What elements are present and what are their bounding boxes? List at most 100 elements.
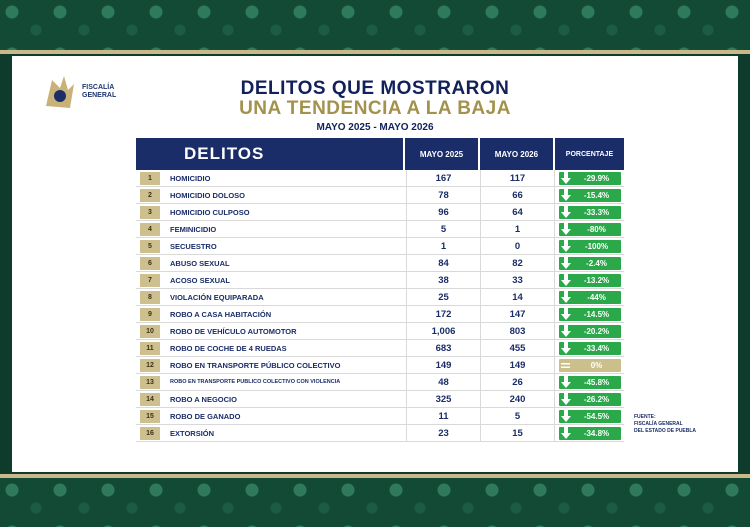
value-year2: 240 — [480, 391, 554, 407]
crime-name: FEMINICIDIO — [170, 224, 217, 234]
row-number: 10 — [140, 324, 160, 338]
value-year1: 1 — [406, 238, 480, 254]
value-year2: 117 — [480, 170, 554, 186]
table-row: 10 ROBO DE VEHÍCULO AUTOMOTOR 1,006 803 -20.… — [136, 323, 624, 340]
percent-cell: -54.5% — [554, 408, 624, 424]
percent-badge: -2.4% — [558, 256, 621, 270]
gold-divider-bottom — [0, 474, 750, 478]
percent-badge: -33.4% — [558, 341, 621, 355]
arrow-down-icon — [559, 291, 573, 304]
arrow-down-icon — [559, 393, 573, 406]
percent-cell: -29.9% — [554, 170, 624, 186]
value-year1: 96 — [406, 204, 480, 220]
table-row: 11 ROBO DE COCHE DE 4 RUEDAS 683 455 -33.4% — [136, 340, 624, 357]
percent-value: -45.8% — [583, 377, 610, 387]
header-year2: MAYO 2026 — [477, 138, 553, 170]
percent-value: -34.8% — [583, 428, 610, 438]
percent-cell: -15.4% — [554, 187, 624, 203]
table-row: 5 SECUESTRO 1 0 -100% — [136, 238, 624, 255]
value-year1: 325 — [406, 391, 480, 407]
value-year1: 38 — [406, 272, 480, 288]
value-year2: 64 — [480, 204, 554, 220]
value-year2: 66 — [480, 187, 554, 203]
crime-table: DELITOS MAYO 2025 MAYO 2026 PORCENTAJE 1… — [136, 138, 624, 442]
percent-value: 0% — [590, 360, 603, 370]
arrow-down-icon — [559, 325, 573, 338]
crime-name: ROBO A NEGOCIO — [170, 394, 237, 404]
source-label: FUENTE: — [634, 414, 656, 420]
table-row: 7 ACOSO SEXUAL 38 33 -13.2% — [136, 272, 624, 289]
percent-badge: -26.2% — [558, 392, 621, 406]
table-row: 16 EXTORSIÓN 23 15 -34.8% — [136, 425, 624, 442]
arrow-down-icon — [559, 342, 573, 355]
row-number: 15 — [140, 409, 160, 423]
arrow-down-icon — [559, 189, 573, 202]
table-row: 3 HOMICIDIO CULPOSO 96 64 -33.3% — [136, 204, 624, 221]
row-number: 3 — [140, 205, 160, 219]
percent-value: -80% — [587, 224, 606, 234]
decorative-pattern-top — [0, 0, 750, 50]
table-row: 14 ROBO A NEGOCIO 325 240 -26.2% — [136, 391, 624, 408]
crime-name: ABUSO SEXUAL — [170, 258, 230, 268]
crime-name: ROBO A CASA HABITACIÓN — [170, 309, 272, 319]
table-header: DELITOS MAYO 2025 MAYO 2026 PORCENTAJE — [136, 138, 624, 170]
value-year1: 1,006 — [406, 323, 480, 339]
percent-value: -13.2% — [583, 275, 610, 285]
row-number: 11 — [140, 341, 160, 355]
crime-name: SECUESTRO — [170, 241, 217, 251]
percent-cell: -34.8% — [554, 425, 624, 441]
arrow-down-icon — [559, 308, 573, 321]
table-row: 13 ROBO EN TRANSPORTE PÚBLICO COLECTIVO C… — [136, 374, 624, 391]
percent-value: -100% — [584, 241, 609, 251]
source-line2: DEL ESTADO DE PUEBLA — [634, 428, 697, 434]
percent-badge: -20.2% — [558, 324, 621, 338]
row-number: 9 — [140, 307, 160, 321]
value-year1: 5 — [406, 221, 480, 237]
percent-value: -26.2% — [583, 394, 610, 404]
row-number: 5 — [140, 239, 160, 253]
value-year2: 82 — [480, 255, 554, 271]
value-year2: 147 — [480, 306, 554, 322]
value-year1: 84 — [406, 255, 480, 271]
value-year1: 11 — [406, 408, 480, 424]
crime-name: HOMICIDIO — [170, 173, 211, 183]
equal-icon — [559, 359, 573, 372]
table-row: 4 FEMINICIDIO 5 1 -80% — [136, 221, 624, 238]
row-number: 13 — [140, 375, 160, 389]
arrow-down-icon — [559, 257, 573, 270]
source-line1: FISCALÍA GENERAL — [634, 421, 683, 427]
percent-badge: -13.2% — [558, 273, 621, 287]
percent-value: -29.9% — [583, 173, 610, 183]
value-year2: 15 — [480, 425, 554, 441]
row-number: 12 — [140, 358, 160, 372]
arrow-down-icon — [559, 410, 573, 423]
table-row: 15 ROBO DE GANADO 11 5 -54.5% — [136, 408, 624, 425]
percent-cell: -14.5% — [554, 306, 624, 322]
crime-name: ROBO EN TRANSPORTE PÚBLICO COLECTIVO — [170, 360, 341, 370]
percent-badge: -15.4% — [558, 188, 621, 202]
percent-badge: -100% — [558, 239, 621, 253]
value-year2: 5 — [480, 408, 554, 424]
value-year1: 683 — [406, 340, 480, 356]
percent-value: -20.2% — [583, 326, 610, 336]
value-year1: 23 — [406, 425, 480, 441]
crime-name: HOMICIDIO CULPOSO — [170, 207, 250, 217]
value-year1: 172 — [406, 306, 480, 322]
percent-cell: -33.4% — [554, 340, 624, 356]
value-year2: 26 — [480, 374, 554, 390]
percent-cell: -20.2% — [554, 323, 624, 339]
percent-badge: 0% — [558, 358, 621, 372]
crime-name: ROBO DE GANADO — [170, 411, 241, 421]
table-body: 1 HOMICIDIO 167 117 -29.9% 2 HOMICIDIO DOLOSO 7… — [136, 170, 624, 442]
value-year2: 14 — [480, 289, 554, 305]
table-row: 12 ROBO EN TRANSPORTE PÚBLICO COLECTIVO 14… — [136, 357, 624, 374]
value-year2: 455 — [480, 340, 554, 356]
percent-value: -33.4% — [583, 343, 610, 353]
arrow-down-icon — [559, 172, 573, 185]
row-number: 16 — [140, 426, 160, 440]
percent-cell: -2.4% — [554, 255, 624, 271]
crime-name: ROBO DE VEHÍCULO AUTOMOTOR — [170, 326, 297, 336]
value-year1: 78 — [406, 187, 480, 203]
logo-line1: FISCALÍA — [82, 84, 115, 91]
value-year2: 803 — [480, 323, 554, 339]
